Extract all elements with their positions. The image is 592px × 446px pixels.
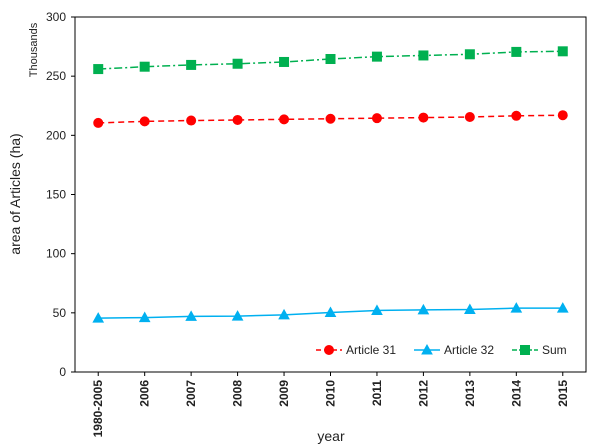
series-article-31 (93, 110, 568, 128)
series-article-32 (92, 302, 569, 323)
data-point (185, 310, 197, 321)
data-point (325, 54, 336, 65)
data-point (371, 113, 382, 124)
legend-marker (520, 345, 530, 355)
data-point (511, 46, 522, 57)
x-tick-label: 2009 (277, 380, 291, 407)
data-point (232, 114, 243, 125)
data-point (464, 111, 475, 122)
series-lines (92, 46, 569, 323)
x-axis-ticks: 1980-2005 2006 2007 2008 2009 2010 2011 2012 201… (91, 372, 570, 437)
y-axis-label: area of Articles (ha) (7, 133, 23, 254)
legend-label: Sum (542, 343, 567, 357)
x-tick-label: 2010 (324, 380, 338, 407)
x-tick-label: 2008 (231, 380, 245, 407)
data-point (418, 112, 429, 123)
legend-entry: Article 31 (316, 343, 396, 357)
y-tick-label: 150 (46, 188, 66, 202)
y-tick-label: 250 (46, 69, 66, 83)
x-tick-label: 2007 (184, 380, 198, 407)
data-point (139, 116, 150, 127)
series-sum (93, 46, 568, 75)
data-point (93, 64, 104, 75)
data-point (92, 312, 105, 323)
x-tick-label: 2012 (416, 380, 430, 407)
data-point (511, 110, 522, 121)
y-tick-label: 300 (46, 10, 66, 24)
data-point (371, 51, 382, 62)
legend-label: Article 32 (444, 343, 494, 357)
x-tick-label: 2014 (509, 380, 523, 407)
y-tick-label: 0 (59, 365, 66, 379)
data-point (510, 302, 523, 313)
x-tick-label: 2015 (556, 380, 570, 407)
data-point (231, 310, 244, 321)
x-tick-label: 2011 (370, 380, 384, 406)
legend-entry: Article 32 (414, 343, 494, 357)
x-tick-label: 2006 (138, 380, 152, 407)
x-tick-label: 1980-2005 (91, 380, 105, 438)
data-point (556, 302, 569, 313)
y-axis-ticks: 0 50 100 150 200 250 300 (46, 10, 75, 379)
data-point (138, 311, 151, 323)
data-point (371, 304, 383, 315)
data-point (417, 303, 430, 315)
data-point (186, 115, 197, 126)
data-point (418, 50, 429, 61)
data-point (557, 110, 568, 121)
y-tick-label: 50 (53, 306, 67, 320)
data-point (139, 61, 150, 72)
plot-area (74, 16, 587, 373)
data-point (93, 117, 104, 128)
legend: Article 31 Article 32 Sum (316, 343, 567, 357)
data-point (278, 308, 290, 320)
data-point (464, 303, 476, 315)
y-axis-unit-label: Thousands (28, 22, 40, 77)
legend-marker (324, 345, 334, 355)
legend-label: Article 31 (346, 343, 396, 357)
legend-entry: Sum (512, 343, 567, 357)
data-point (464, 49, 475, 60)
data-point (279, 114, 290, 125)
y-tick-label: 100 (46, 247, 66, 261)
data-point (279, 56, 290, 67)
data-point (232, 58, 243, 69)
x-tick-label: 2013 (463, 380, 477, 407)
x-axis-label: year (317, 428, 345, 444)
series-line (98, 50, 563, 70)
data-point (186, 59, 197, 70)
legend-marker (421, 343, 433, 355)
y-tick-label: 200 (46, 128, 66, 142)
data-point (324, 306, 337, 317)
data-point (557, 46, 568, 57)
data-point (325, 113, 336, 124)
